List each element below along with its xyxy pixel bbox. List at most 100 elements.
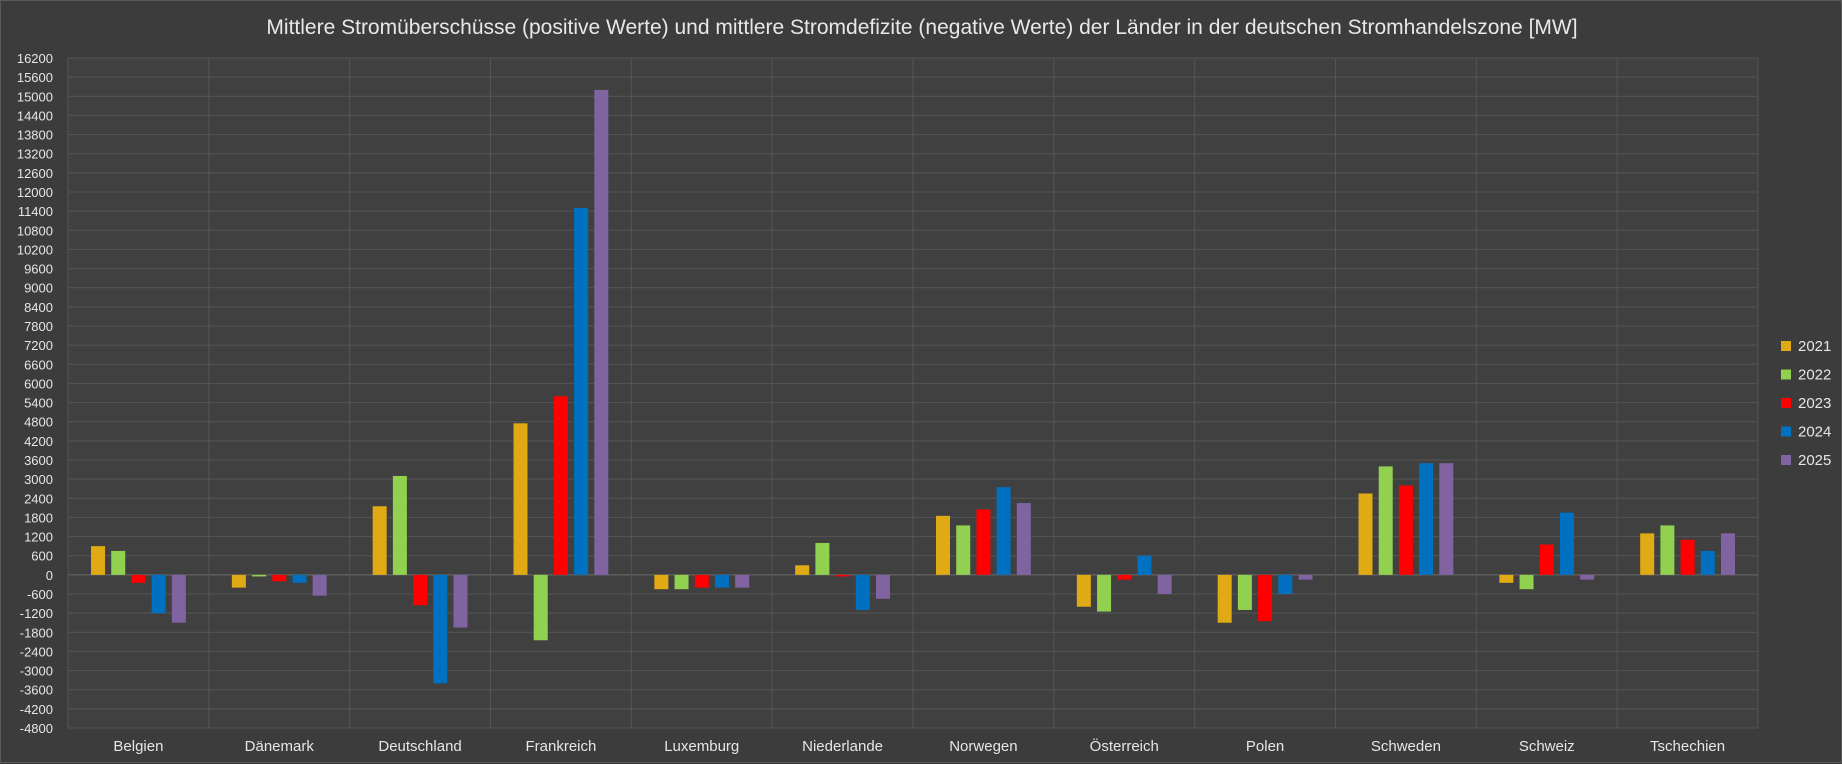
bar-2023-Deutschland: [413, 574, 428, 606]
x-category-label: Niederlande: [802, 738, 883, 755]
y-axis-ticks: -4800 -4200 -3600 -3000 -2400 -1800 -1200 -600 0…: [17, 51, 53, 736]
y-tick-label: 3000: [24, 472, 53, 487]
bar-2021-Schweiz: [1499, 574, 1514, 583]
y-tick-label: 14400: [17, 108, 53, 123]
bar-2023-Norwegen: [976, 509, 991, 575]
bar-2024-Polen: [1278, 574, 1293, 594]
bar-2024-Schweden: [1419, 463, 1434, 575]
y-tick-label: 13200: [17, 147, 53, 162]
bar-2025-Deutschland: [453, 574, 468, 628]
bar-2022-Dänemark: [252, 574, 267, 577]
y-tick-label: 12000: [17, 185, 53, 200]
x-category-label: Deutschland: [378, 738, 461, 755]
bar-2023-Niederlande: [835, 574, 850, 577]
chart-title: Mittlere Stromüberschüsse (positive Wert…: [266, 16, 1577, 39]
y-tick-label: 5400: [24, 396, 53, 411]
y-tick-label: 13800: [17, 128, 53, 143]
bar-2023-Polen: [1258, 574, 1273, 622]
grid-lines: [67, 57, 1759, 729]
x-category-label: Österreich: [1090, 737, 1159, 755]
y-tick-label: 2400: [24, 491, 53, 506]
y-tick-label: -1200: [20, 606, 53, 621]
bar-2024-Belgien: [151, 574, 166, 614]
x-category-label: Schweden: [1371, 738, 1441, 755]
bar-2022-Frankreich: [533, 574, 548, 641]
x-category-label: Dänemark: [245, 738, 315, 755]
bar-2025-Polen: [1298, 574, 1313, 580]
bar-2024-Norwegen: [996, 487, 1011, 575]
bar-2025-Frankreich: [594, 89, 609, 575]
bar-2021-Schweden: [1358, 493, 1373, 575]
y-tick-label: 12600: [17, 166, 53, 181]
y-tick-label: 8400: [24, 300, 53, 315]
y-tick-label: 4200: [24, 434, 53, 449]
y-tick-label: 9000: [24, 281, 53, 296]
x-category-label: Belgien: [113, 738, 163, 755]
bar-2022-Polen: [1237, 574, 1252, 610]
y-tick-label: 11400: [18, 204, 53, 219]
bar-2025-Norwegen: [1016, 503, 1031, 575]
bar-2025-Dänemark: [312, 574, 327, 596]
y-tick-label: 0: [46, 568, 53, 583]
bar-2025-Österreich: [1157, 574, 1172, 594]
bar-2024-Luxemburg: [714, 574, 729, 588]
bar-2023-Schweiz: [1539, 544, 1554, 575]
y-tick-label: 3600: [24, 453, 53, 468]
bar-2023-Österreich: [1117, 574, 1132, 580]
x-category-label: Polen: [1246, 738, 1284, 755]
legend-label: 2022: [1798, 367, 1831, 384]
bar-2023-Belgien: [131, 574, 146, 583]
bar-2022-Schweiz: [1519, 574, 1534, 590]
y-tick-label: 7800: [24, 319, 53, 334]
bar-2022-Norwegen: [956, 525, 971, 575]
bar-2025-Belgien: [171, 574, 186, 623]
bar-2025-Schweiz: [1580, 574, 1595, 580]
y-tick-label: -1800: [20, 625, 53, 640]
legend-label: 2025: [1798, 452, 1831, 469]
bar-2025-Schweden: [1439, 463, 1454, 575]
y-tick-label: 15000: [17, 89, 53, 104]
y-tick-label: -4800: [20, 721, 53, 736]
x-axis-categories: Belgien Dänemark Deutschland Frankreich Luxe…: [113, 737, 1725, 755]
legend-label: 2023: [1798, 395, 1831, 412]
legend: 2021 2022 2023 2024 2025: [1781, 338, 1831, 469]
x-category-label: Norwegen: [949, 738, 1017, 755]
y-tick-label: 1200: [24, 530, 53, 545]
bar-2021-Tschechien: [1640, 533, 1655, 575]
bar-2021-Niederlande: [795, 565, 810, 575]
bar-2024-Frankreich: [574, 207, 589, 575]
y-tick-label: 16200: [17, 51, 53, 66]
y-tick-label: -2400: [20, 644, 53, 659]
bar-2024-Dänemark: [292, 574, 307, 583]
bar-2024-Deutschland: [433, 574, 448, 684]
y-tick-label: 7200: [24, 338, 53, 353]
y-tick-label: 600: [31, 549, 53, 564]
y-tick-label: 6600: [24, 357, 53, 372]
bar-2024-Tschechien: [1700, 550, 1715, 575]
y-tick-label: 4800: [24, 415, 53, 430]
bar-2025-Tschechien: [1720, 533, 1735, 575]
y-tick-label: 6000: [24, 376, 53, 391]
bar-2024-Schweiz: [1559, 512, 1574, 575]
bar-2021-Österreich: [1076, 574, 1091, 607]
x-category-label: Schweiz: [1519, 738, 1575, 755]
legend-label: 2024: [1798, 424, 1831, 441]
bar-2021-Polen: [1217, 574, 1232, 623]
legend-swatch-2022: [1781, 369, 1791, 380]
bar-2024-Niederlande: [855, 574, 870, 610]
bar-2023-Dänemark: [272, 574, 287, 582]
y-tick-label: 1800: [24, 510, 53, 525]
bar-2025-Luxemburg: [735, 574, 750, 588]
bar-2023-Frankreich: [553, 396, 568, 575]
y-tick-label: -3600: [20, 683, 53, 698]
bar-2021-Frankreich: [513, 423, 528, 575]
bar-2021-Dänemark: [231, 574, 246, 588]
x-category-label: Frankreich: [525, 738, 596, 755]
bar-2024-Österreich: [1137, 555, 1152, 575]
y-tick-label: 9600: [24, 262, 53, 277]
bar-2023-Schweden: [1398, 485, 1413, 575]
legend-swatch-2021: [1781, 341, 1791, 351]
y-tick-label: 10800: [17, 223, 53, 238]
bar-2022-Schweden: [1378, 466, 1393, 575]
